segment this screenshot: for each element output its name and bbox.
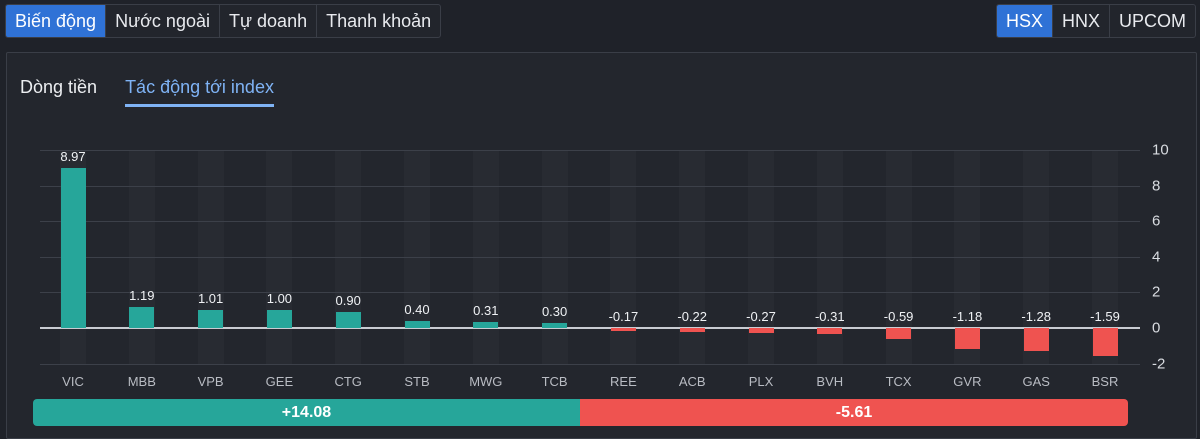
category-label: GAS xyxy=(1022,374,1050,389)
chart-panel: Dòng tiền Tác động tới index xyxy=(6,52,1197,439)
tab-nuoc-ngoai[interactable]: Nước ngoài xyxy=(106,5,220,37)
value-label: 1.01 xyxy=(197,291,224,307)
bar-mwg[interactable] xyxy=(473,322,499,328)
value-label: 1.00 xyxy=(266,291,293,307)
category-label: BVH xyxy=(816,374,844,389)
gridline xyxy=(40,363,1140,365)
summary-bar: +14.08 -5.61 xyxy=(33,399,1128,426)
value-label: -0.22 xyxy=(677,309,708,324)
y-tick-label: 2 xyxy=(1152,283,1161,301)
gridline xyxy=(40,185,1140,187)
sub-tab-group: Dòng tiền Tác động tới index xyxy=(20,77,274,107)
bar-acb[interactable] xyxy=(679,328,705,332)
negative-total: -5.61 xyxy=(580,399,1128,426)
bar-gas[interactable] xyxy=(1023,328,1049,351)
category-label: MBB xyxy=(127,374,156,389)
value-label: 0.90 xyxy=(335,292,361,308)
tab-hnx[interactable]: HNX xyxy=(1053,5,1110,37)
y-tick-label: 8 xyxy=(1152,177,1161,195)
value-label: -0.27 xyxy=(746,309,776,324)
bar-mbb[interactable] xyxy=(129,306,155,328)
top-tab-group: Biến động Nước ngoài Tự doanh Thanh khoả… xyxy=(5,4,442,38)
y-tick-label: 10 xyxy=(1152,141,1169,159)
category-label: PLX xyxy=(748,374,774,389)
category-label: ACB xyxy=(678,374,706,389)
bar-gvr[interactable] xyxy=(954,328,980,349)
value-label: -1.18 xyxy=(952,309,983,324)
bar-stb[interactable] xyxy=(404,320,430,328)
value-label: -0.17 xyxy=(608,309,639,324)
value-label: 0.40 xyxy=(404,301,430,317)
subtab-dong-tien[interactable]: Dòng tiền xyxy=(20,77,98,97)
value-label: -1.28 xyxy=(1021,309,1052,324)
bar-ree[interactable] xyxy=(610,328,636,332)
category-label: CTG xyxy=(334,374,362,389)
tab-hsx[interactable]: HSX xyxy=(996,5,1053,37)
y-tick-label: 6 xyxy=(1152,212,1161,230)
y-tick-label: 4 xyxy=(1152,248,1161,266)
bar-vpb[interactable] xyxy=(198,310,224,328)
value-label: -0.31 xyxy=(814,309,845,324)
gridline xyxy=(40,150,1140,151)
positive-total: +14.08 xyxy=(33,399,580,426)
tab-upcom[interactable]: UPCOM xyxy=(1119,11,1186,31)
subtab-tac-dong-index[interactable]: Tác động tới index xyxy=(125,77,274,107)
bar-bsr[interactable] xyxy=(1092,328,1118,357)
category-label: REE xyxy=(610,374,637,389)
gridline xyxy=(40,292,1140,294)
category-label: GVR xyxy=(953,374,982,389)
y-tick-label: 0 xyxy=(1152,319,1161,337)
tab-thanh-khoan[interactable]: Thanh khoản xyxy=(326,11,432,31)
value-label: -1.59 xyxy=(1090,309,1120,324)
bar-gee[interactable] xyxy=(266,310,292,328)
bar-bvh[interactable] xyxy=(817,328,843,334)
category-label: TCX xyxy=(885,374,912,389)
value-label: 8.97 xyxy=(60,149,86,165)
category-label: TCB xyxy=(541,374,568,389)
value-label: -0.59 xyxy=(883,309,914,324)
category-label: VIC xyxy=(62,374,84,389)
category-label: BSR xyxy=(1091,374,1119,389)
category-label: STB xyxy=(404,374,430,389)
tab-bien-dong[interactable]: Biến động xyxy=(6,5,107,37)
tab-tu-doanh[interactable]: Tự doanh xyxy=(220,5,318,37)
value-label: 0.31 xyxy=(473,303,499,319)
category-label: MWG xyxy=(469,374,503,389)
bar-tcx[interactable] xyxy=(886,328,912,339)
bar-tcb[interactable] xyxy=(542,322,568,328)
bar-ctg[interactable] xyxy=(335,311,361,328)
bar-plx[interactable] xyxy=(748,328,774,333)
category-label: VPB xyxy=(197,374,224,389)
bar-vic[interactable] xyxy=(60,168,86,328)
category-label: GEE xyxy=(265,374,294,389)
exchange-tab-group: HSX HNX UPCOM xyxy=(995,4,1196,38)
gridline xyxy=(40,256,1140,258)
zero-line xyxy=(40,327,1140,329)
gridline xyxy=(40,221,1140,223)
y-tick-label: -2 xyxy=(1152,355,1166,373)
value-label: 1.19 xyxy=(129,287,155,303)
value-label: 0.30 xyxy=(541,303,568,319)
